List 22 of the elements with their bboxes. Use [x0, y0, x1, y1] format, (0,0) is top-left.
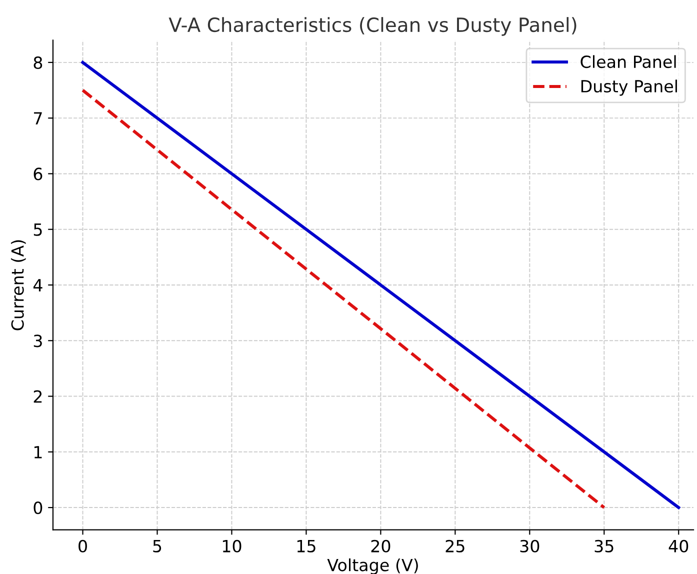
- x-tick-label: 10: [222, 540, 242, 552]
- chart-title: V-A Characteristics (Clean vs Dusty Panel): [168, 17, 576, 36]
- legend-label: Clean Panel: [580, 55, 676, 68]
- y-tick-label: 5: [34, 224, 42, 236]
- x-tick-label: 0: [78, 540, 87, 552]
- x-tick-label: 25: [446, 540, 464, 552]
- x-tick-label: 5: [153, 540, 162, 552]
- y-tick-label: 4: [33, 279, 42, 292]
- y-tick-label: 0: [34, 502, 42, 514]
- y-tick-label: 1: [34, 446, 42, 458]
- y-tick-label: 2: [34, 390, 42, 403]
- y-tick-label: 7: [34, 112, 42, 124]
- y-axis-title: Current (A): [10, 240, 26, 330]
- y-tick-label: 3: [34, 334, 42, 348]
- legend-label: Dusty Panel: [581, 80, 677, 96]
- y-tick-label: 6: [34, 168, 42, 180]
- y-tick-label: 8: [34, 56, 42, 70]
- x-tick-label: 30: [520, 540, 540, 552]
- x-tick-label: 35: [594, 540, 614, 552]
- x-tick-label: 40: [668, 540, 688, 552]
- x-tick-label: 20: [371, 540, 390, 552]
- x-tick-label: 15: [297, 540, 316, 552]
